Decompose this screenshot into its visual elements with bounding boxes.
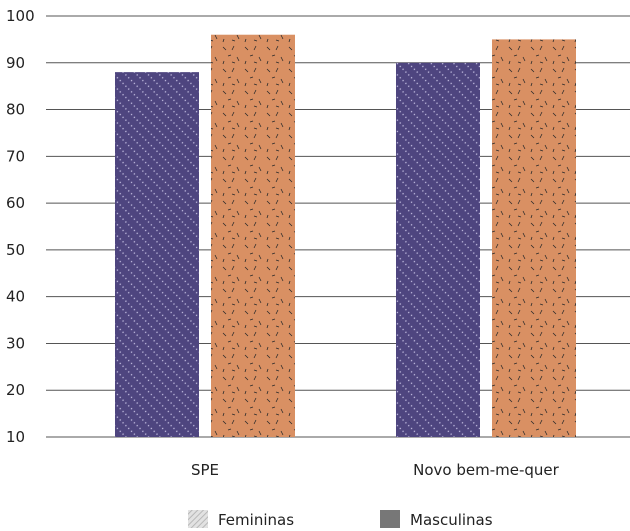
bar-masculinas-1 bbox=[492, 39, 576, 438]
bar-masculinas-0 bbox=[211, 34, 295, 437]
y-tick-label: 30 bbox=[6, 334, 25, 352]
y-tick-label: 60 bbox=[6, 194, 25, 212]
legend: Femininas Masculinas bbox=[188, 510, 493, 529]
bar-femininas-0 bbox=[115, 72, 199, 437]
legend-swatch-masculinas bbox=[380, 510, 400, 528]
y-tick-label: 10 bbox=[6, 428, 25, 446]
x-axis-categories: SPE Novo bem-me-quer bbox=[191, 461, 560, 479]
y-axis-ticks: 10 20 30 40 50 60 70 80 90 100 bbox=[6, 7, 35, 446]
x-category-label: Novo bem-me-quer bbox=[413, 461, 560, 479]
x-category-label: SPE bbox=[191, 461, 219, 479]
legend-label: Femininas bbox=[218, 511, 294, 529]
y-tick-label: 90 bbox=[6, 54, 25, 72]
y-tick-label: 50 bbox=[6, 241, 25, 259]
y-tick-label: 40 bbox=[6, 288, 25, 306]
bar-femininas-1 bbox=[396, 62, 480, 438]
bars bbox=[115, 34, 576, 438]
legend-label: Masculinas bbox=[410, 511, 493, 529]
y-tick-label: 20 bbox=[6, 381, 25, 399]
y-tick-label: 80 bbox=[6, 101, 25, 119]
y-tick-label: 70 bbox=[6, 147, 25, 165]
legend-swatch-femininas bbox=[188, 510, 208, 528]
y-tick-label: 100 bbox=[6, 7, 35, 25]
